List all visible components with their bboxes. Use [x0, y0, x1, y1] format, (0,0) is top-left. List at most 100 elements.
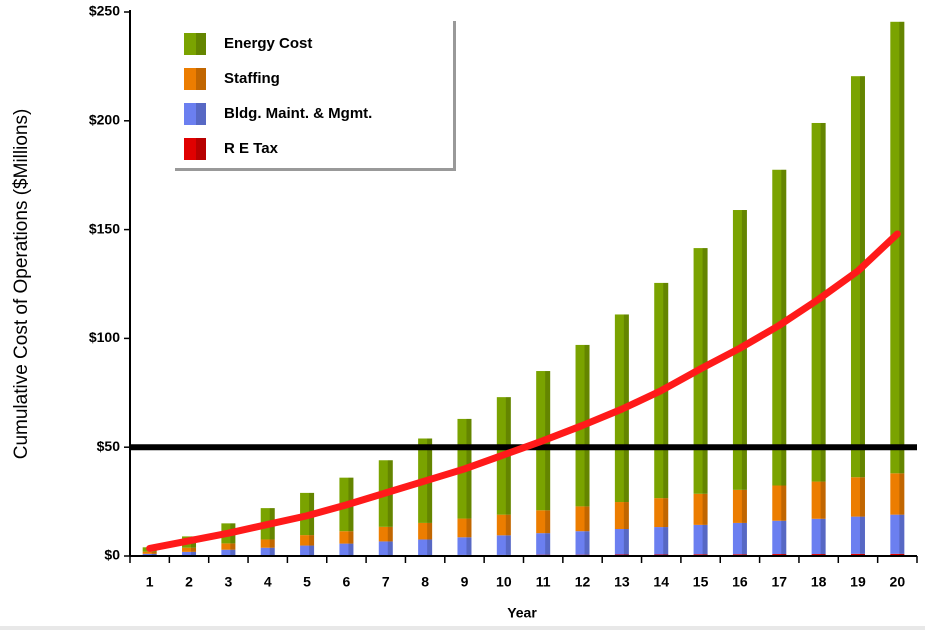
bar-segment: [457, 537, 472, 555]
bar-segment: [260, 547, 275, 556]
y-tick-label: $150: [89, 220, 120, 236]
x-tick-label: 9: [461, 574, 469, 590]
legend-swatch: [184, 103, 206, 125]
x-tick-label: 7: [382, 574, 390, 590]
bar-segment: [300, 535, 315, 546]
x-axis-label: Year: [507, 605, 537, 621]
x-tick-label: 5: [303, 574, 311, 590]
bar-shade: [505, 535, 511, 555]
bar-shade: [741, 489, 747, 523]
bar-segment: [142, 551, 157, 554]
bar-shade: [427, 522, 433, 540]
bar-shade: [820, 518, 826, 555]
bar-shade: [859, 553, 865, 556]
bar-shade: [230, 543, 236, 550]
bar-segment: [575, 506, 590, 532]
x-tick-label: 16: [732, 574, 748, 590]
bar-segment: [850, 553, 865, 556]
bar-shade: [702, 248, 708, 494]
bar-segment: [850, 516, 865, 554]
y-tick-label: $250: [89, 3, 120, 19]
bar-shade: [191, 547, 197, 552]
x-tick-label: 20: [890, 574, 906, 590]
bar-shade: [387, 526, 393, 542]
bar-shade: [702, 524, 708, 555]
x-tick-label: 12: [575, 574, 591, 590]
legend-swatch: [184, 33, 206, 55]
bar-shade: [781, 485, 787, 521]
bar-segment: [772, 485, 787, 521]
bottom-strip: [0, 626, 925, 630]
bar-segment: [732, 489, 747, 523]
bar-shade: [191, 551, 197, 556]
x-tick-label: 3: [224, 574, 232, 590]
bar-segment: [378, 541, 393, 556]
x-tick-label: 2: [185, 574, 193, 590]
bar-segment: [221, 543, 236, 550]
bar-shade: [584, 506, 590, 532]
x-tick-label: 17: [771, 574, 787, 590]
x-tick-label: 15: [693, 574, 709, 590]
bar-shade: [348, 531, 354, 544]
y-tick-label: $50: [97, 438, 121, 454]
bar-shade: [899, 21, 905, 474]
bar-segment: [693, 493, 708, 525]
bar-shade: [702, 493, 708, 525]
bar-shade: [545, 533, 551, 555]
bar-segment: [732, 522, 747, 555]
bar-segment: [811, 518, 826, 555]
bar-shade: [781, 520, 787, 555]
bar-shade: [663, 527, 669, 555]
bar-segment: [457, 518, 472, 538]
bar-segment: [890, 21, 905, 474]
x-tick-label: 13: [614, 574, 630, 590]
legend-label: R E Tax: [224, 140, 279, 157]
bar-shade: [427, 539, 433, 556]
y-axis-label: Cumulative Cost of Operations ($Millions…: [11, 109, 32, 460]
bar-segment: [418, 539, 433, 556]
bar-shade: [859, 516, 865, 554]
bar-segment: [811, 481, 826, 519]
bar-shade: [309, 535, 315, 546]
bar-shade: [269, 539, 275, 548]
bar-shade: [899, 473, 905, 515]
x-tick-label: 1: [146, 574, 154, 590]
bar-shade: [348, 543, 354, 556]
bar-segment: [418, 522, 433, 540]
bar-shade: [741, 210, 747, 490]
x-tick-label: 6: [343, 574, 351, 590]
x-tick-label: 8: [421, 574, 429, 590]
bar-segment: [536, 533, 551, 555]
y-tick-label: $0: [104, 547, 120, 563]
bar-segment: [693, 524, 708, 555]
bar-segment: [890, 473, 905, 515]
bar-shade: [584, 531, 590, 555]
x-tick-label: 18: [811, 574, 827, 590]
trend-line: [146, 230, 901, 552]
bar-segment: [182, 551, 197, 556]
bar-segment: [654, 527, 669, 555]
x-tick-label: 10: [496, 574, 512, 590]
bar-shade: [505, 514, 511, 536]
x-tick-label: 14: [653, 574, 669, 590]
bar-shade: [151, 551, 157, 554]
bar-shade: [230, 549, 236, 556]
bar-segment: [614, 502, 629, 530]
bar-shade: [663, 498, 669, 528]
bar-segment: [614, 529, 629, 555]
x-tick-label: 4: [264, 574, 272, 590]
bar-shade: [741, 522, 747, 555]
bar-shade: [899, 514, 905, 554]
bar-shade: [820, 122, 826, 482]
bar-shade: [623, 529, 629, 555]
bar-shade: [899, 553, 905, 556]
legend-swatch-shade: [196, 103, 206, 125]
bar-segment: [890, 553, 905, 556]
bar-segment: [339, 543, 354, 556]
bar-segment: [221, 549, 236, 556]
bar-shade: [623, 502, 629, 530]
bar-segment: [536, 510, 551, 534]
bar-segment: [260, 539, 275, 548]
x-tick-label: 19: [850, 574, 866, 590]
